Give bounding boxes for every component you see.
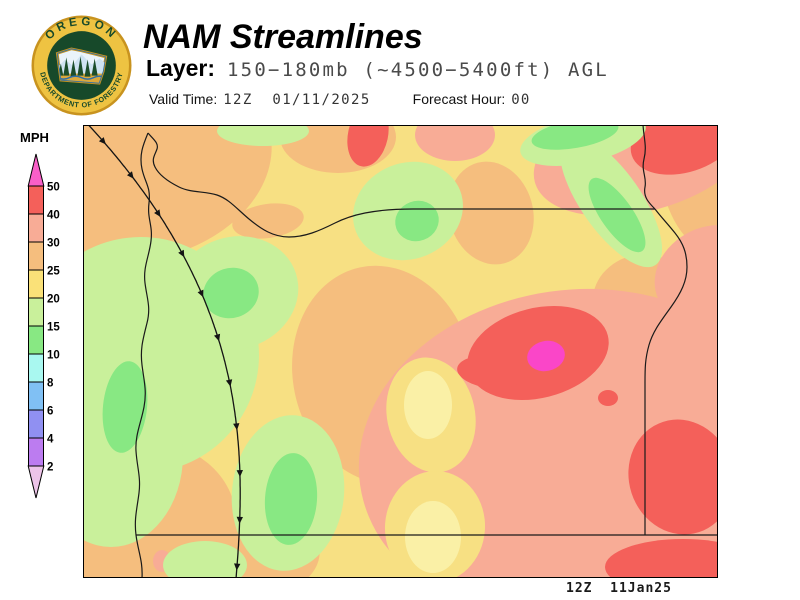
columbia-river-border: [147, 132, 655, 238]
streamline-map: [83, 125, 718, 578]
legend-band: [28, 325, 44, 355]
valid-time-value: 12Z 01/11/2025: [223, 92, 371, 108]
legend-band: [28, 269, 44, 299]
odf-logo: OREGON DEPARTMENT OF FORESTRY: [31, 15, 132, 116]
layer-row: Layer: 150−180mb (~4500−5400ft) AGL: [146, 55, 609, 82]
streamlines: [88, 125, 244, 578]
legend-above-max-arrow: [27, 153, 45, 187]
legend-tick-label: 10: [47, 350, 60, 362]
legend-tick-label: 6: [47, 406, 53, 418]
forecast-hour-label: Forecast Hour:: [412, 91, 506, 107]
layer-label: Layer:: [146, 55, 216, 81]
legend-tick-label: 8: [47, 378, 54, 390]
legend-unit-label: MPH: [20, 130, 49, 145]
legend-tick-label: 2: [47, 462, 53, 474]
wind-speed-legend: MPH 50 40 30 25 20 15 10 8 6 4 2: [20, 130, 60, 499]
map-timestamp: 12Z 11Jan25: [566, 581, 672, 596]
legend-band: [28, 297, 44, 327]
legend-band: [28, 437, 44, 467]
map-border: [83, 125, 718, 578]
legend-band: [28, 381, 44, 411]
legend-tick-label: 20: [47, 294, 60, 306]
legend-band: [28, 185, 44, 215]
legend-band: [28, 409, 44, 439]
valid-time-label: Valid Time:: [149, 91, 218, 107]
forecast-hour-value: 00: [511, 92, 531, 108]
legend-band: [28, 241, 44, 271]
legend-tick-label: 15: [47, 322, 60, 334]
layer-value: 150−180mb (~4500−5400ft) AGL: [227, 59, 609, 81]
legend-band: [28, 213, 44, 243]
logo-state-scene: [55, 47, 108, 85]
legend-tick-label: 4: [47, 434, 54, 446]
legend-below-min-arrow: [27, 465, 45, 499]
legend-tick-label: 50: [47, 182, 60, 194]
legend-band: [28, 353, 44, 383]
washington-idaho-border: [642, 125, 656, 210]
legend-tick-label: 25: [47, 266, 60, 278]
logo-trees: [58, 56, 98, 77]
legend-tick-label: 40: [47, 210, 60, 222]
valid-time-row: Valid Time: 12Z 01/11/2025 Forecast Hour…: [149, 91, 531, 108]
wind-speed-shading: [83, 125, 718, 578]
page-title: NAM Streamlines: [143, 18, 423, 56]
snake-river-border: [644, 208, 688, 535]
legend-tick-label: 30: [47, 238, 60, 250]
